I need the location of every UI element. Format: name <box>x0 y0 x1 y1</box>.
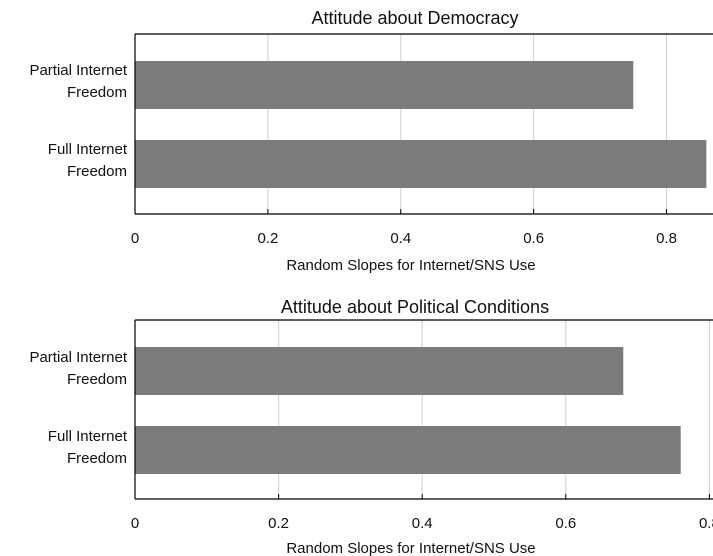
x-tick-label-2: 0.2 <box>268 515 289 532</box>
chart-title: Attitude about Political Conditions <box>281 297 549 317</box>
x-tick-label-1: 0 <box>131 515 139 532</box>
bar-2 <box>135 140 707 188</box>
x-axis-label: Random Slopes for Internet/SNS Use <box>286 540 535 556</box>
x-tick-label-4: 0.6 <box>555 515 576 532</box>
category-label-1: Partial Internet Freedom <box>29 62 127 101</box>
category-label-1: Partial Internet Freedom <box>29 349 127 388</box>
x-tick-label-3: 0.4 <box>390 230 411 247</box>
x-tick-label-5: 0.8 <box>656 230 677 247</box>
bar-1 <box>135 61 634 109</box>
x-tick-label-4: 0.6 <box>523 230 544 247</box>
bar-1 <box>135 347 624 395</box>
chart-panel-1: 0 0.2 0.4 0.6 0.8 Partial Internet Freedom Full… <box>29 8 713 274</box>
bar-2 <box>135 426 681 474</box>
category-label-2: Full Internet Freedom <box>48 141 128 180</box>
x-tick-label-2: 0.2 <box>257 230 278 247</box>
x-tick-label-5: 0.8 <box>699 515 713 532</box>
chart-title: Attitude about Democracy <box>311 8 518 28</box>
x-tick-label-1: 0 <box>131 230 139 247</box>
category-label-2: Full Internet Freedom <box>48 428 128 467</box>
x-axis-label: Random Slopes for Internet/SNS Use <box>286 257 535 274</box>
x-tick-label-3: 0.4 <box>412 515 433 532</box>
